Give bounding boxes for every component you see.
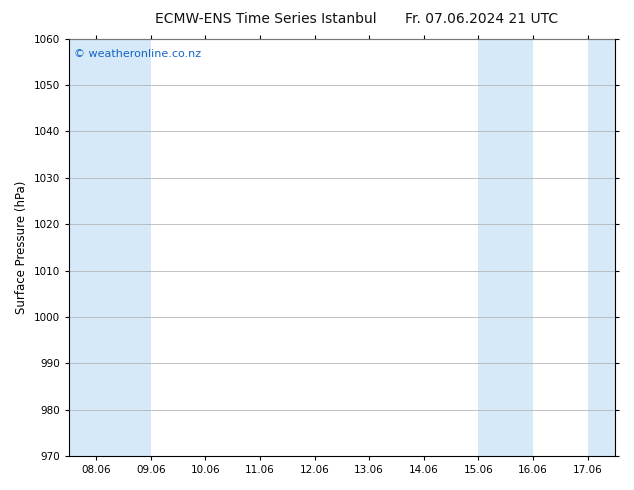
Y-axis label: Surface Pressure (hPa): Surface Pressure (hPa) xyxy=(15,181,28,314)
Text: Fr. 07.06.2024 21 UTC: Fr. 07.06.2024 21 UTC xyxy=(405,12,559,26)
Text: ECMW-ENS Time Series Istanbul: ECMW-ENS Time Series Istanbul xyxy=(155,12,377,26)
Bar xyxy=(478,39,533,456)
Text: © weatheronline.co.nz: © weatheronline.co.nz xyxy=(74,49,202,59)
Bar xyxy=(69,39,151,456)
Bar xyxy=(588,39,615,456)
